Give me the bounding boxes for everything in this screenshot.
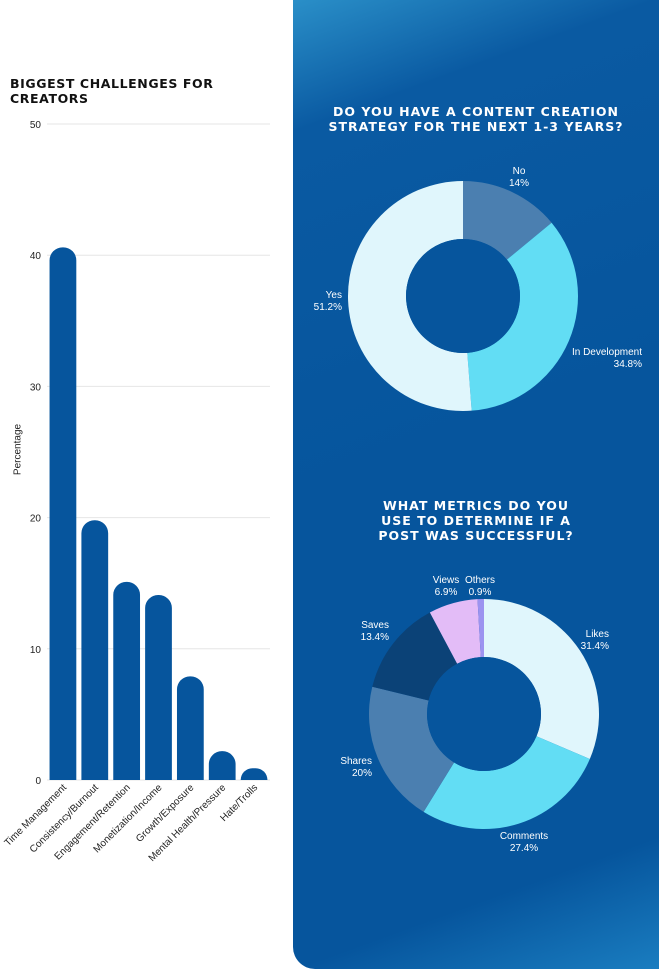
y-tick-label: 30 [30,382,42,393]
y-tick-label: 50 [30,120,42,131]
bar-chart-panel: BIGGEST CHALLENGES FOR CREATORS Percenta… [0,0,293,969]
slice-views [429,599,481,664]
slice-no [463,181,552,260]
y-tick-label: 40 [30,251,42,262]
slice-label-comments: Comments [500,831,548,842]
y-tick-label: 20 [30,514,42,525]
slice-label-shares: Shares [340,756,372,767]
slice-saves [372,612,458,701]
slice-label-no: No [513,166,526,177]
strategy-chart-title: DO YOU HAVE A CONTENT CREATION STRATEGY … [328,104,624,134]
slice-in-development [467,222,578,411]
slice-value-no: 14% [509,178,529,189]
bar-consistency-burnout [81,520,109,780]
donut-hole [406,239,520,353]
slice-label-views: Views [433,575,460,586]
slice-value-shares: 20% [352,768,372,779]
slice-yes [348,180,472,411]
slice-value-in-development: 34.8% [614,359,642,370]
x-tick-label: Growth/Exposure [134,782,197,845]
slice-value-yes: 51.2% [314,302,342,313]
slice-label-in-development: In Development [572,347,642,358]
bar-monetization-income [145,595,172,780]
metrics-chart-title: WHAT METRICS DO YOU USE TO DETERMINE IF … [378,498,574,543]
bar-time-management [49,247,77,780]
bar-growth-exposure [176,676,204,780]
donut-hole [427,657,541,771]
y-tick-label: 0 [35,776,41,787]
slice-label-yes: Yes [326,290,342,301]
slice-likes [484,599,599,760]
slice-label-others: Others [465,575,495,586]
bar-chart-title: BIGGEST CHALLENGES FOR CREATORS [10,76,214,106]
slice-label-saves: Saves [361,620,389,631]
slice-others [477,599,484,658]
slice-value-views: 6.9% [435,587,458,598]
slice-value-comments: 27.4% [510,843,538,854]
bar-mental-health-pressure [208,751,236,780]
bar-hate-trolls [240,768,268,780]
slice-shares [369,686,455,812]
slice-value-saves: 13.4% [361,632,389,643]
pie-charts-panel: DO YOU HAVE A CONTENT CREATION STRATEGY … [293,0,659,969]
y-tick-label: 10 [30,645,42,656]
slice-comments [423,736,590,829]
slice-label-likes: Likes [586,629,609,640]
slice-value-likes: 31.4% [581,641,609,652]
bar-engagement-retention [113,581,141,780]
slice-value-others: 0.9% [469,587,492,598]
